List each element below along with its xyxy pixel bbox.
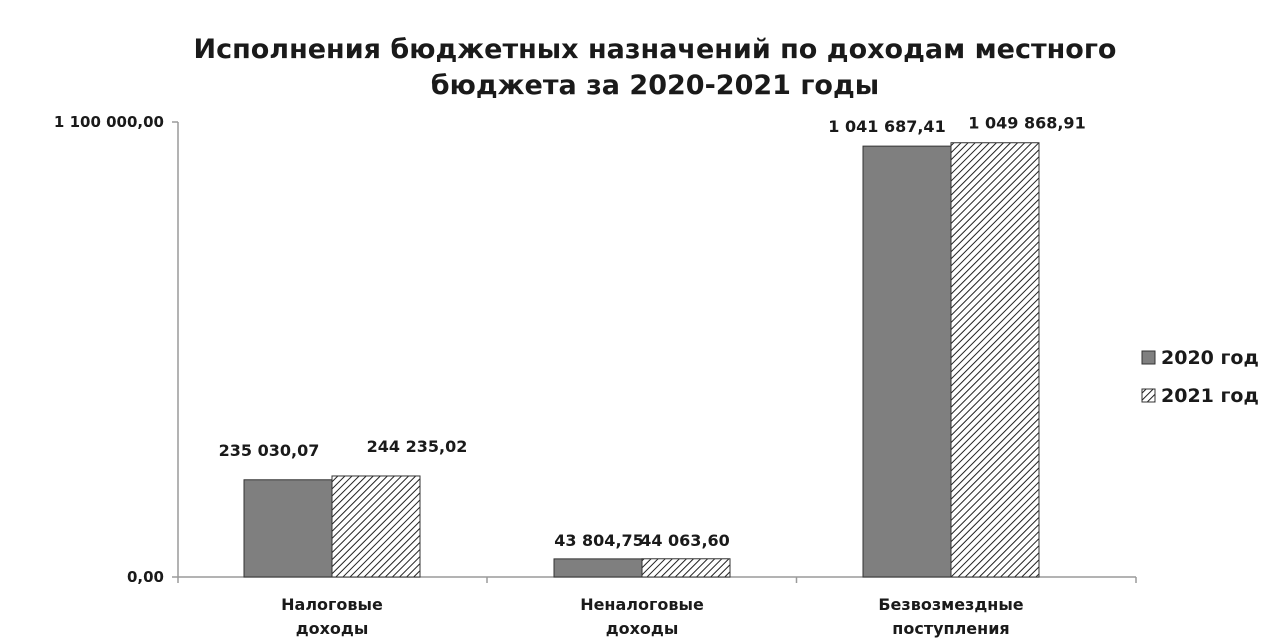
bar-1-3 (862, 145, 952, 578)
data-label-2-3: 1 049 868,91 (968, 114, 1085, 133)
bar-2-2 (641, 558, 731, 578)
bar-1-1 (243, 479, 333, 578)
y-tick-label: 1 100 000,00 (54, 113, 164, 131)
data-label-2-1: 244 235,02 (367, 437, 468, 456)
legend: 2020 год 2021 год (1141, 347, 1259, 407)
data-label-1-3: 1 041 687,41 (828, 117, 945, 136)
data-label-1-2: 43 804,75 (554, 531, 644, 550)
legend-swatch-1 (1141, 350, 1156, 365)
bar-1-2 (553, 558, 643, 578)
category-labels: Налоговые доходы Неналоговые доходы Безвозме… (281, 595, 1024, 638)
category-label-1-line-2: доходы (296, 619, 369, 638)
y-axis: 0,00 1 100 000,00 (54, 113, 179, 586)
data-label-1-1: 235 030,07 (219, 441, 320, 460)
category-label-2-line-1: Неналоговые (580, 595, 704, 614)
chart-title: Исполнения бюджетных назначений по доход… (194, 34, 1117, 101)
category-label-2-line-2: доходы (606, 619, 679, 638)
bar-2-1 (331, 475, 421, 578)
x-axis (177, 576, 1137, 583)
data-label-2-2: 44 063,60 (640, 531, 730, 550)
chart-title-line-1: Исполнения бюджетных назначений по доход… (194, 34, 1117, 65)
y-tick-label: 0,00 (127, 568, 164, 586)
legend-swatch-2 (1141, 388, 1156, 403)
chart-title-line-2: бюджета за 2020-2021 годы (431, 70, 879, 101)
category-label-3-line-2: поступления (892, 619, 1009, 638)
bars (243, 142, 1040, 578)
legend-label-2: 2021 год (1161, 385, 1259, 407)
data-labels: 235 030,07 43 804,75 1 041 687,41 244 235,0… (219, 114, 1086, 550)
category-label-1-line-1: Налоговые (281, 595, 383, 614)
category-label-3-line-1: Безвозмездные (878, 595, 1023, 614)
legend-label-1: 2020 год (1161, 347, 1259, 369)
bar-2-3 (950, 142, 1040, 578)
